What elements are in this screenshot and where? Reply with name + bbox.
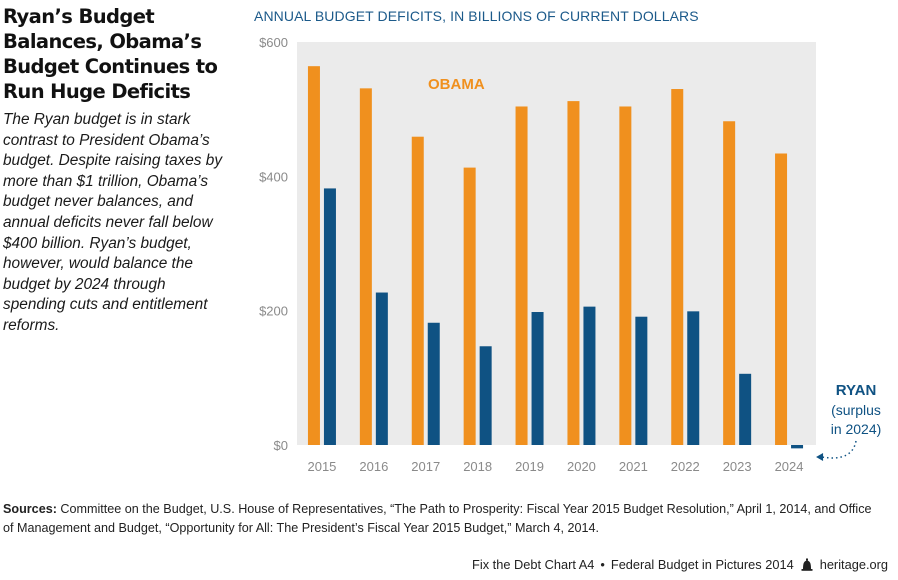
y-tick-label: $200 [259,304,288,319]
ryan-bar [375,292,388,445]
callout-arrowhead [816,453,824,461]
ryan-bar [635,316,648,445]
y-tick-label: $0 [274,438,288,453]
obama-bar [775,153,788,445]
sources-label: Sources: [3,502,57,516]
x-tick-label: 2020 [567,459,596,474]
obama-bar [359,88,372,445]
ryan-bar [323,188,336,445]
x-tick-label: 2021 [619,459,648,474]
ryan-bar [531,312,544,445]
sources: Sources: Committee on the Budget, U.S. H… [3,500,883,538]
headline: Ryan’s Budget Balances, Obama’s Budget C… [3,5,218,103]
ryan-bar [427,322,440,445]
y-tick-label: $400 [259,169,288,184]
x-tick-label: 2019 [515,459,544,474]
ryan-bar [791,445,804,449]
footer-publication: Federal Budget in Pictures 2014 [610,557,794,572]
bar-chart: $0 $200 $400 $600 2015 2016 2017 2018 2019 2020 20… [259,35,882,474]
ryan-bar [583,306,596,445]
x-tick-label: 2018 [463,459,492,474]
obama-bar [411,136,424,445]
description: The Ryan budget is in stark contrast to … [3,111,223,334]
footer: Fix the Debt Chart A4 • Federal Budget i… [472,557,888,572]
heritage-link[interactable]: heritage.org [819,557,888,572]
obama-bar [619,106,632,445]
ryan-bar [479,346,492,445]
plot-area [297,42,816,445]
obama-bar [723,121,736,446]
ryan-bar [687,311,700,445]
ryan-series-label: RYAN [836,382,877,399]
left-panel: Ryan’s Budget Balances, Obama’s Budget C… [3,4,225,337]
x-tick-label: 2024 [775,459,804,474]
liberty-bell-icon [801,558,813,571]
obama-series-label: OBAMA [428,76,485,93]
obama-bar [463,167,476,445]
callout-arrow [821,440,857,459]
obama-bar [567,101,580,446]
x-tick-label: 2023 [723,459,752,474]
y-tick-label: $600 [259,35,288,50]
footer-separator: • [600,557,605,572]
x-tick-label: 2015 [307,459,336,474]
ryan-note-line1: (surplus [831,402,881,418]
obama-bar [671,89,684,445]
obama-bar [307,66,320,446]
chart-title: ANNUAL BUDGET DEFICITS, IN BILLIONS OF C… [254,8,699,24]
sources-text: Committee on the Budget, U.S. House of R… [3,502,872,535]
obama-bar [515,106,528,445]
x-tick-label: 2022 [671,459,700,474]
x-tick-label: 2017 [411,459,440,474]
ryan-bar [739,373,752,445]
ryan-note-line2: in 2024) [831,421,882,437]
footer-chart-id: Fix the Debt Chart A4 [472,557,595,572]
x-tick-label: 2016 [359,459,388,474]
